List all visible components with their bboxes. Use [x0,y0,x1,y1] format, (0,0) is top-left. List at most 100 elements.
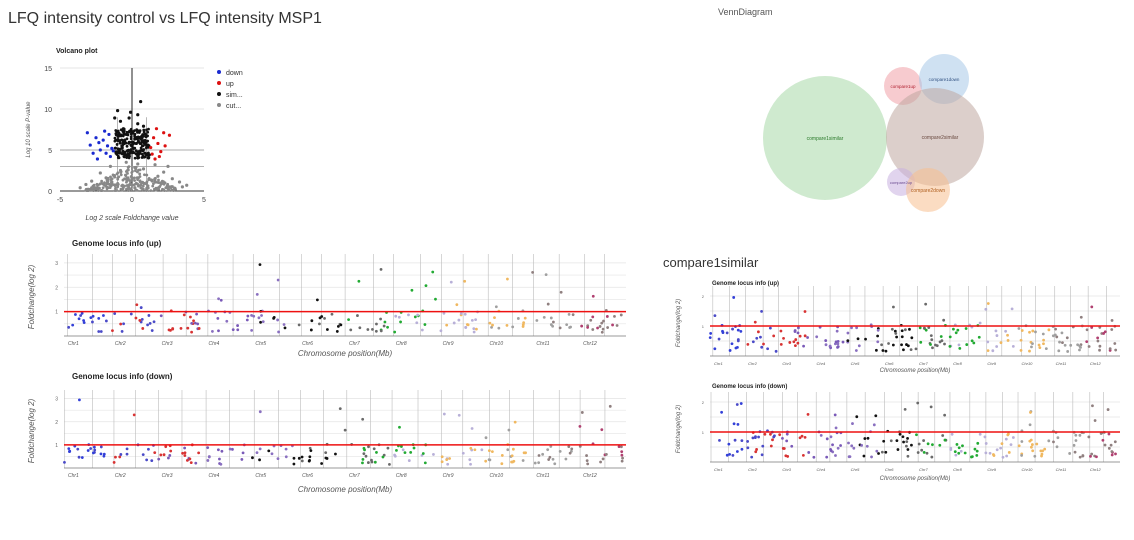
genome-point [282,323,286,326]
volcano-point-sim [127,116,131,120]
genome-point [1073,450,1077,454]
genome-point [785,439,789,443]
genome-point [284,455,288,459]
genome-point [975,453,979,457]
genome-point [1098,348,1101,352]
genome-point [727,442,731,446]
genome-point [334,452,337,456]
genome-point [399,320,402,324]
volcano-legend-label: down [226,70,243,77]
volcano-point-sim [123,139,127,143]
genome-point [91,314,95,318]
genome-point [373,460,377,464]
genome-point [1089,454,1092,458]
genome-point [159,314,163,318]
genome-point [1066,350,1070,353]
genome-point [1020,329,1024,332]
genome-point [905,444,908,448]
genome-xlabel: Chromosome position(Mb) [298,485,393,494]
genome-point [819,434,823,437]
genome-point [600,428,604,432]
genome-point [197,327,201,330]
genome-point [930,338,934,342]
genome-point [549,316,553,320]
genome-chr-label: Chr5 [851,467,860,472]
genome-point [159,453,163,457]
genome-chr-label: Chr8 [396,341,407,347]
genome-point [796,331,800,335]
genome-point [220,449,224,453]
genome-point [1017,444,1021,448]
volcano-point-cut [98,171,102,175]
genome-point [773,434,776,438]
genome-point [850,444,854,448]
genome-point [802,344,805,348]
genome-chr-label: Chr9 [443,473,454,479]
genome-point [760,309,763,313]
genome-point [357,279,361,283]
genome-point [568,326,572,329]
genome-point [1107,446,1111,450]
genome-point [276,278,280,282]
genome-chr-label: Chr10 [490,341,504,347]
genome-point [1063,343,1067,347]
genome-point [381,455,385,459]
venn-set-label: compare1down [929,77,960,82]
genome-ytick: 2 [702,400,705,405]
volcano-ylabel: Log 10 scale P-value [26,101,32,158]
volcano-point-sim [133,129,136,132]
genome-point [1033,454,1037,458]
genome-point [876,340,880,344]
genome-chr-label: Chr3 [162,341,173,347]
volcano-point-sim [133,136,137,141]
genome-point [568,451,572,455]
volcano-point-cut [146,184,150,188]
volcano-point-cut [103,181,106,185]
genome-point [284,447,288,451]
volcano-point-cut [165,184,169,188]
genome-point [1096,336,1100,340]
volcano-point-cut [114,189,118,192]
genome-point [600,321,604,325]
volcano-point-cut [116,171,120,175]
volcano-point-sim [118,119,123,123]
genome-point [958,346,962,350]
genome-point [132,413,136,417]
genome-point [1087,345,1091,348]
genome-point [308,446,312,450]
genome-point [207,455,211,458]
volcano-point-cut [133,179,136,182]
genome-point [533,461,537,465]
genome-point [991,349,995,353]
genome-point [564,457,568,461]
genome-point [491,323,494,327]
genome-point [736,422,740,426]
genome-point [965,343,969,346]
volcano-point-cut [143,173,146,177]
genome-point [903,328,907,332]
genome-chr-label: Chr10 [1022,361,1034,366]
genome-point [1031,329,1035,333]
volcano-point-cut [113,173,117,177]
genome-xlabel: Chromosome position(Mb) [880,476,951,482]
genome-point [541,452,545,456]
genome-point [415,321,419,325]
genome-point [493,316,496,320]
genome-point [924,302,928,306]
volcano-xtick: -5 [57,197,63,204]
volcano-point-sim [118,149,121,152]
genome-point [760,345,764,349]
genome-point [801,453,805,457]
genome-point [297,456,301,460]
genome-point [410,288,414,292]
volcano-point-cut [162,188,165,192]
genome-point [881,349,885,352]
genome-point [975,449,979,453]
volcano-point-sim [136,135,140,139]
volcano-legend-label: cut... [226,103,241,110]
volcano-point-cut [170,177,174,181]
volcano-point-down [110,146,114,150]
genome-point [183,451,187,455]
volcano-point-up [152,136,156,140]
genome-point [364,454,368,458]
